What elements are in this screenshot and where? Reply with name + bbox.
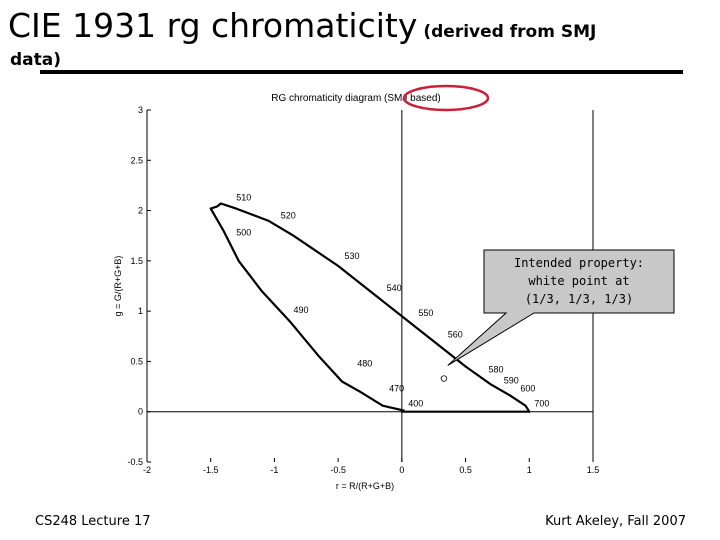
x-tick-label: 1 — [527, 465, 532, 475]
callout-box — [447, 249, 675, 366]
chart-title: RG chromaticity diagram (SMJ based) — [271, 93, 441, 104]
x-tick-label: -0.5 — [330, 465, 346, 475]
wavelength-label: 520 — [281, 211, 296, 221]
wavelength-label: 540 — [387, 283, 402, 293]
x-tick-label: 0 — [399, 465, 404, 475]
y-tick-label: 1 — [138, 306, 143, 316]
footer-author: Kurt Akeley, Fall 2007 — [545, 514, 686, 529]
wavelength-label: 400 — [408, 399, 423, 409]
wavelength-label: 470 — [389, 384, 404, 394]
wavelength-label: 600 — [520, 384, 535, 394]
wavelength-label: 590 — [504, 376, 519, 386]
wavelength-label: 700 — [534, 399, 549, 409]
x-tick-label: 0.5 — [459, 465, 472, 475]
wavelength-label: 550 — [418, 308, 433, 318]
slide-title: CIE 1931 rg chromaticity (derived from SM… — [8, 6, 708, 70]
x-tick-label: -1 — [270, 465, 278, 475]
y-tick-label: 3 — [138, 105, 143, 115]
y-tick-label: 2 — [138, 206, 143, 216]
callout-text-line: white point at — [528, 274, 629, 288]
footer-lecture: CS248 Lecture 17 — [35, 514, 151, 529]
x-tick-label: 1.5 — [587, 465, 600, 475]
x-axis-label: r = R/(R+G+B) — [336, 481, 394, 491]
y-tick-label: -0.5 — [127, 457, 143, 467]
x-tick-label: -1.5 — [203, 465, 219, 475]
y-tick-label: 1.5 — [130, 256, 143, 266]
title-rule — [40, 70, 683, 74]
wavelength-label: 500 — [236, 228, 251, 238]
wavelength-label: 530 — [345, 251, 360, 261]
y-tick-label: 2.5 — [130, 155, 143, 165]
wavelength-label: 510 — [236, 193, 251, 203]
wavelength-label: 580 — [489, 364, 504, 374]
white-point-marker — [440, 375, 448, 382]
y-axis-label: g = G/(R+G+B) — [113, 256, 123, 317]
slide-title-main: CIE 1931 rg chromaticity — [8, 6, 418, 45]
highlight-ellipse — [402, 84, 490, 112]
wavelength-label: 560 — [448, 329, 463, 339]
wavelength-label: 490 — [294, 305, 309, 315]
wavelength-label: 480 — [357, 358, 372, 368]
slide-title-line2: data) — [10, 50, 62, 70]
callout-text-line: Intended property: — [514, 256, 644, 270]
x-tick-label: -2 — [143, 465, 151, 475]
spectral-locus-line — [209, 202, 531, 413]
y-tick-label: 0.5 — [130, 356, 143, 366]
y-tick-label: 0 — [138, 407, 143, 417]
callout-text-line: (1/3, 1/3, 1/3) — [525, 292, 633, 306]
slide-title-paren: (derived from SMJ — [423, 22, 597, 42]
